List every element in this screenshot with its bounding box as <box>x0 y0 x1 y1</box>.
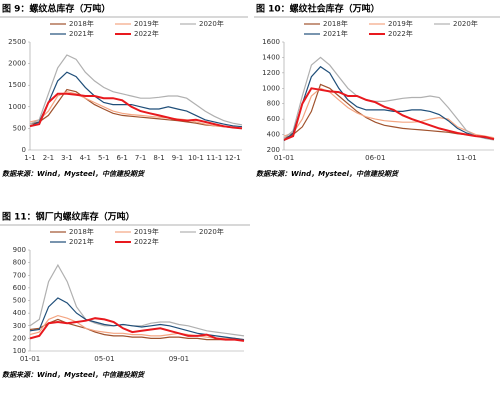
figure-title: 图 10：螺纹社会库存（万吨） <box>256 3 380 15</box>
series-line <box>29 92 243 130</box>
y-tick-label: 1000 <box>262 84 280 92</box>
x-tick-label: 5-1 <box>98 154 109 162</box>
y-tick-label: 200 <box>13 334 26 342</box>
y-tick-label: 0 <box>22 146 26 154</box>
y-tick-label: 800 <box>13 259 26 267</box>
x-tick-label: 11-1 <box>206 154 222 162</box>
legend-label: 2018年 <box>69 19 94 28</box>
y-tick-label: 200 <box>267 146 280 154</box>
y-tick-label: 1500 <box>8 81 26 89</box>
x-tick-label: 8-1 <box>153 154 164 162</box>
series-line <box>29 297 245 341</box>
x-tick-label: 7-1 <box>135 154 146 162</box>
x-tick-label: 09-01 <box>169 355 189 363</box>
legend-label: 2019年 <box>134 227 159 236</box>
y-tick-label: 1600 <box>262 38 280 46</box>
series-line <box>29 91 243 129</box>
x-tick-label: 01-01 <box>274 154 294 162</box>
y-tick-label: 1400 <box>262 53 280 61</box>
legend-label: 2021年 <box>69 237 94 246</box>
series-line <box>29 88 243 129</box>
series-line <box>29 54 243 126</box>
legend-label: 2020年 <box>199 227 224 236</box>
x-tick-label: 01-01 <box>20 355 40 363</box>
y-tick-label: 900 <box>13 246 26 254</box>
y-tick-label: 300 <box>13 322 26 330</box>
x-tick-label: 12-1 <box>225 154 241 162</box>
y-tick-label: 2500 <box>8 38 26 46</box>
x-tick-label: 06-01 <box>365 154 385 162</box>
legend-label: 2020年 <box>199 19 224 28</box>
legend-label: 2022年 <box>134 29 159 38</box>
series-line <box>283 56 495 141</box>
figure-title: 图 11：钢厂内螺纹库存（万吨） <box>2 211 135 223</box>
x-tick-label: 9-1 <box>172 154 183 162</box>
legend-label: 2018年 <box>69 227 94 236</box>
y-tick-label: 400 <box>13 309 26 317</box>
series-line <box>29 71 243 128</box>
legend-label: 2020年 <box>453 19 478 28</box>
y-tick-label: 100 <box>13 347 26 355</box>
source-note: 数据来源：Wind，Mysteel，中信建投期货 <box>2 169 146 178</box>
legend-label: 2021年 <box>69 29 94 38</box>
x-tick-label: 6-1 <box>116 154 127 162</box>
x-tick-label: 05-01 <box>94 355 114 363</box>
legend-label: 2018年 <box>323 19 348 28</box>
y-tick-label: 1200 <box>262 69 280 77</box>
y-tick-label: 500 <box>13 297 26 305</box>
y-tick-label: 600 <box>13 284 26 292</box>
legend-label: 2022年 <box>134 237 159 246</box>
series-line <box>283 87 495 141</box>
y-tick-label: 600 <box>267 115 280 123</box>
y-tick-label: 800 <box>267 100 280 108</box>
series-line <box>283 65 495 142</box>
y-tick-label: 500 <box>13 124 26 132</box>
x-tick-label: 4-1 <box>80 154 91 162</box>
series-line <box>29 317 245 342</box>
legend-label: 2019年 <box>388 19 413 28</box>
legend-label: 2021年 <box>323 29 348 38</box>
figure-title: 图 9：螺纹总库存（万吨） <box>2 3 110 15</box>
x-tick-label: 2-1 <box>43 154 54 162</box>
x-tick-label: 1-1 <box>24 154 35 162</box>
y-tick-label: 2000 <box>8 60 26 68</box>
x-tick-label: 10-1 <box>188 154 204 162</box>
series-line <box>29 314 245 341</box>
y-tick-label: 700 <box>13 271 26 279</box>
x-tick-label: 11-01 <box>456 154 476 162</box>
y-tick-label: 1000 <box>8 103 26 111</box>
source-note: 数据来源：Wind，Mysteel，中信建投期货 <box>2 370 146 379</box>
legend-label: 2022年 <box>388 29 413 38</box>
x-tick-label: 3-1 <box>61 154 72 162</box>
y-tick-label: 400 <box>267 131 280 139</box>
source-note: 数据来源：Wind，Mysteel，中信建投期货 <box>256 169 400 178</box>
legend-label: 2019年 <box>134 19 159 28</box>
